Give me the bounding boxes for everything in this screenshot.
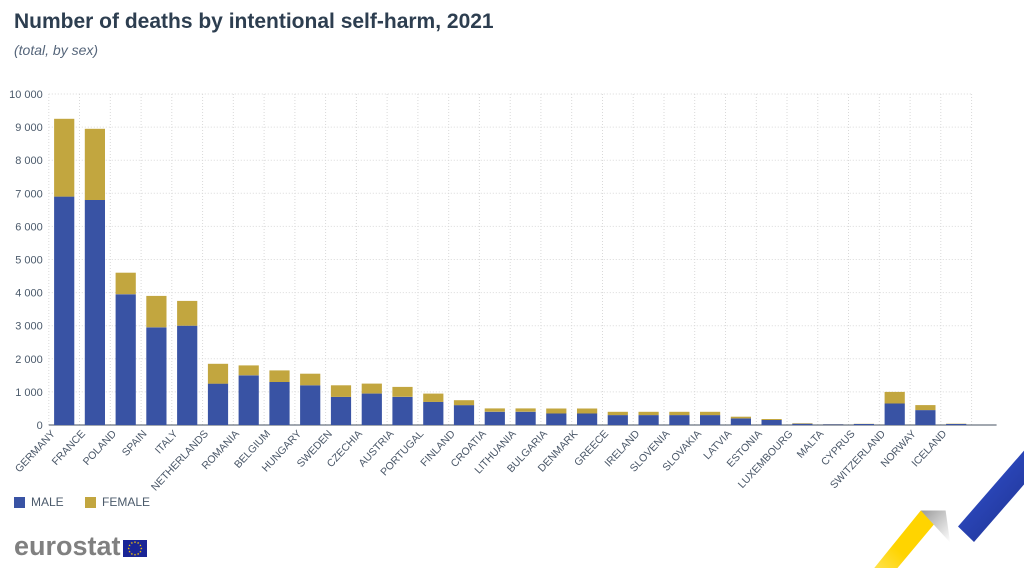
svg-text:9 000: 9 000 [15, 122, 43, 134]
svg-text:0: 0 [37, 420, 43, 432]
svg-text:8 000: 8 000 [15, 155, 43, 167]
svg-text:5 000: 5 000 [15, 255, 43, 267]
svg-text:10 000: 10 000 [9, 89, 43, 101]
svg-text:3 000: 3 000 [15, 321, 43, 333]
svg-text:6 000: 6 000 [15, 221, 43, 233]
svg-text:2 000: 2 000 [15, 354, 43, 366]
svg-text:7 000: 7 000 [15, 188, 43, 200]
svg-text:1 000: 1 000 [15, 387, 43, 399]
svg-text:4 000: 4 000 [15, 288, 43, 300]
